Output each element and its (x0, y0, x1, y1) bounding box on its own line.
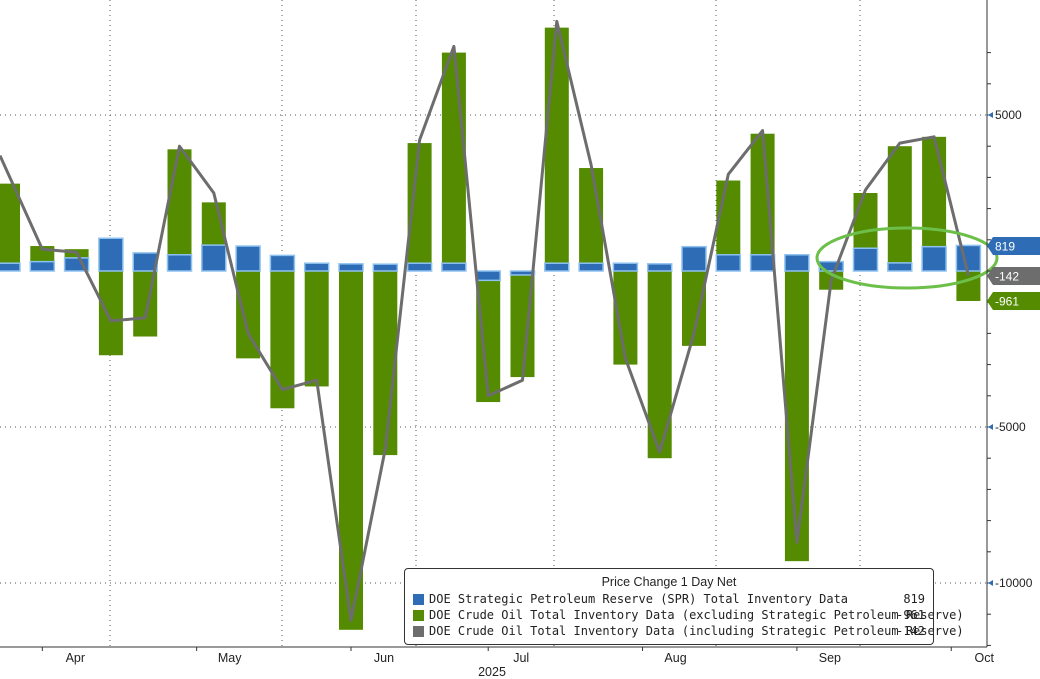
last-value-tags: 819 -142 -961 (987, 237, 1040, 310)
bar-crude-ex-spr (167, 149, 192, 271)
y-tick-label: 5000 (995, 108, 1022, 122)
highlight-ellipse (815, 226, 999, 290)
x-tick-label: May (218, 651, 242, 665)
bar-crude-ex-spr (579, 168, 604, 271)
bar-crude-ex-spr (98, 271, 123, 356)
x-tick-label: Aug (664, 651, 686, 665)
legend-title: Price Change 1 Day Net (601, 575, 737, 589)
line-crude-incl-spr (0, 19, 970, 622)
bar-spr (303, 262, 330, 272)
bars-crude-ex-spr (0, 27, 981, 630)
bar-crude-ex-spr (887, 146, 912, 271)
bar-spr (646, 263, 673, 272)
bar-spr (715, 254, 742, 272)
x-tick-label: Apr (66, 651, 85, 665)
legend-label: DOE Crude Oil Total Inventory Data (excl… (429, 608, 964, 622)
bar-spr (578, 262, 604, 272)
x-tick-label: Sep (819, 651, 841, 665)
bar-spr (0, 262, 21, 272)
bar-crude-ex-spr (750, 133, 775, 271)
bar-spr (98, 237, 124, 272)
bar-spr (887, 262, 913, 272)
legend-item-crude-ex-spr: DOE Crude Oil Total Inventory Data (excl… (413, 608, 964, 624)
bar-spr (784, 254, 810, 272)
y-tick-label: -10000 (995, 576, 1033, 590)
y-tick-marker (988, 112, 993, 118)
bars-spr (0, 237, 982, 282)
legend-swatch (413, 594, 424, 605)
bar-spr (749, 254, 776, 272)
bar-crude-ex-spr (544, 27, 569, 271)
bar-spr (852, 247, 879, 272)
bar-spr (29, 260, 56, 272)
last-value-tag (987, 267, 1040, 285)
last-value-tag (987, 292, 1040, 310)
x-year-label: 2025 (478, 665, 506, 679)
legend-label: DOE Crude Oil Total Inventory Data (incl… (429, 624, 964, 638)
bar-crude-ex-spr (373, 271, 398, 456)
bar-crude-ex-spr (304, 271, 329, 387)
last-value-label: 819 (995, 240, 1015, 254)
bar-spr (338, 263, 364, 272)
legend-value: -142 (896, 624, 925, 638)
x-tick-label: Oct (975, 651, 995, 665)
last-value-label: -961 (995, 295, 1019, 309)
y-tick-label: -5000 (995, 420, 1026, 434)
bar-crude-ex-spr (784, 271, 809, 562)
legend: Price Change 1 Day Net DOE Strategic Pet… (404, 568, 964, 645)
bar-crude-ex-spr (270, 271, 295, 409)
bar-spr (921, 245, 947, 272)
y-tick-marker (988, 424, 993, 430)
bar-crude-ex-spr (0, 183, 20, 271)
bar-spr (544, 262, 570, 272)
legend-item-crude-incl-spr: DOE Crude Oil Total Inventory Data (incl… (413, 624, 964, 640)
bar-spr (509, 270, 536, 276)
bar-spr (475, 270, 501, 282)
bar-spr (681, 245, 707, 272)
legend-swatch (413, 626, 424, 637)
legend-item-spr: DOE Strategic Petroleum Reserve (SPR) To… (413, 592, 925, 608)
x-tick-label: Jun (374, 651, 394, 665)
bar-crude-ex-spr (476, 271, 501, 403)
last-value-label: -142 (995, 270, 1019, 284)
x-tick-label: Jul (513, 651, 529, 665)
legend-value: -961 (896, 608, 925, 622)
bar-spr (201, 244, 227, 272)
bar-spr (441, 262, 467, 272)
legend-label: DOE Strategic Petroleum Reserve (SPR) To… (429, 592, 849, 606)
bar-spr (235, 245, 261, 272)
bar-spr (372, 263, 399, 272)
bar-spr (166, 254, 193, 272)
bar-spr (612, 262, 639, 272)
bar-spr (406, 262, 433, 272)
last-value-tag (987, 237, 1040, 255)
bar-crude-ex-spr (441, 52, 466, 271)
legend-value: 819 (903, 592, 925, 606)
bar-spr (955, 244, 982, 272)
y-tick-marker (988, 580, 993, 586)
bar-spr (269, 254, 296, 272)
legend-swatch (413, 610, 424, 621)
